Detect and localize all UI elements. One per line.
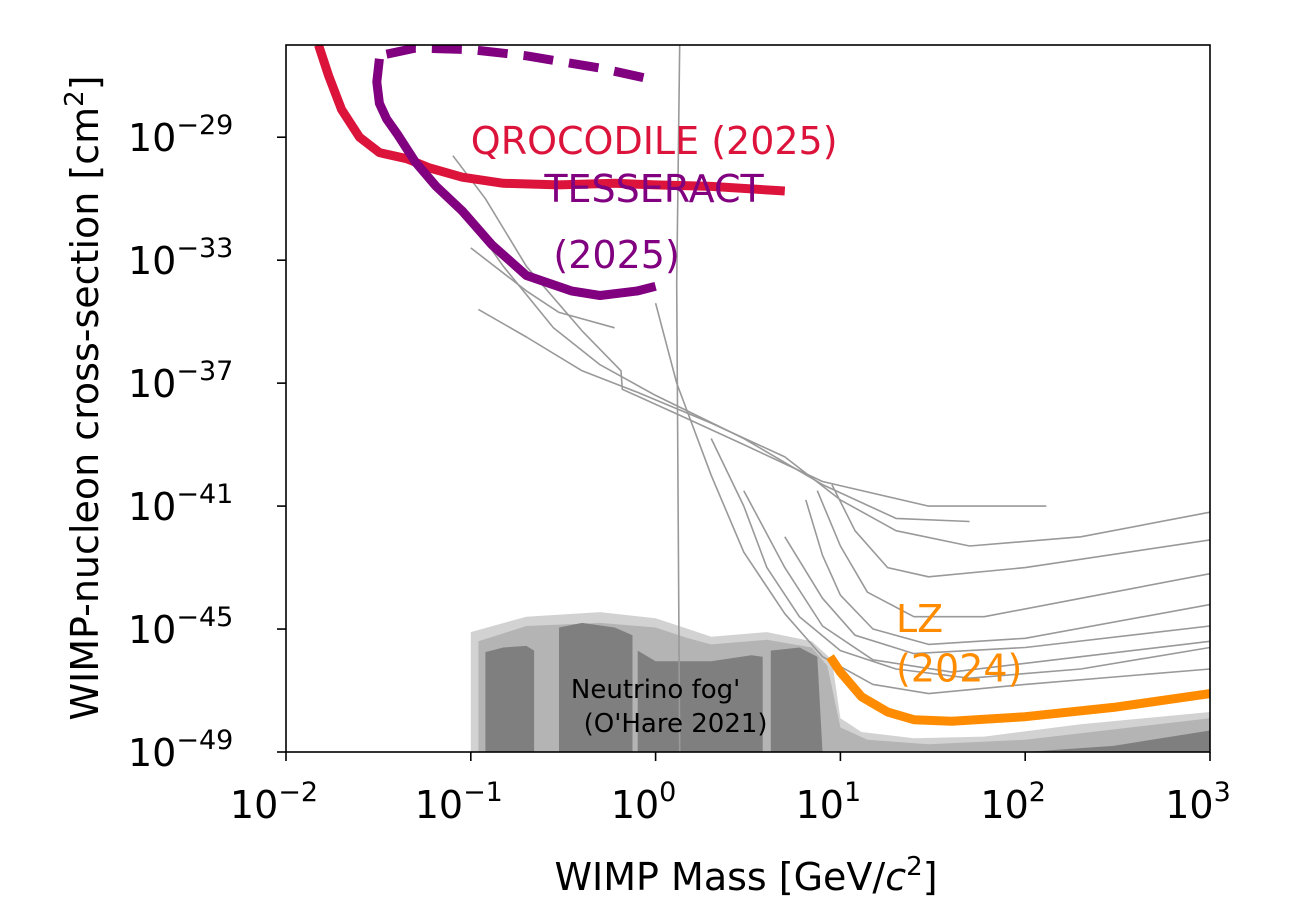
y-axis-ticks: 10−29 10−33 10−37 10−41 10−45 10−49 (128, 110, 286, 775)
neutrino-fog-dark-region-4 (1025, 730, 1210, 752)
neutrino-fog-dark-region-2 (637, 650, 763, 752)
y-tick-label-0: 10−29 (128, 110, 233, 160)
limit-curve-2 (470, 247, 615, 329)
y-tick-label-3: 10−41 (128, 479, 233, 529)
x-axis-ticks: 10−2 10−1 100 101 102 103 (230, 752, 1231, 827)
limit-curve-11 (831, 484, 1210, 578)
neutrino-fog-label-line2: (O'Hare 2021) (584, 709, 768, 739)
highlighted-limit-curves (314, 45, 1210, 726)
series-line-2 (385, 45, 657, 85)
neutrino-fog-label: Neutrino fog' (571, 675, 740, 705)
series-label-3: LZ (896, 597, 943, 641)
limit-curve-6 (710, 438, 1210, 679)
series-label-1-line2: (2025) (553, 233, 679, 277)
limit-curve-8 (784, 536, 1210, 655)
x-tick-label-1: 10−1 (415, 777, 503, 827)
neutrino-fog-dark-region-0 (485, 645, 535, 752)
limit-curve-5 (654, 302, 1210, 695)
curve-labels: QROCODILE (2025)TESSERACT (2025) LZ (2024) N… (471, 119, 1023, 739)
series-label-0: QROCODILE (2025) (471, 119, 838, 163)
neutrino-fog-dark-bands (485, 622, 1210, 752)
neutrino-fog-dark-region-3 (770, 647, 823, 752)
y-tick-label-5: 10−49 (128, 725, 233, 775)
neutrino-fog-dark-region-1 (559, 622, 633, 752)
y-tick-label-1: 10−33 (128, 233, 233, 283)
plot-frame (285, 44, 1211, 753)
series-line-3 (826, 654, 1210, 726)
x-tick-label-5: 103 (1165, 777, 1231, 827)
series-label-3-line2: (2024) (896, 646, 1022, 690)
x-tick-label-4: 102 (980, 777, 1046, 827)
limit-curve-4 (675, 45, 681, 752)
limit-curve-7 (743, 490, 1210, 673)
neutrino-fog-region (470, 612, 1210, 752)
series-label-1: TESSERACT (543, 167, 764, 211)
limit-curve-10 (816, 490, 1210, 618)
series-line-0 (314, 45, 786, 196)
limit-curve-1 (461, 207, 970, 523)
limit-curve-0 (452, 155, 1047, 507)
y-tick-label-4: 10−45 (128, 602, 233, 652)
limit-curve-9 (805, 499, 1210, 646)
x-axis-label: WIMP Mass [GeV/c2] (554, 852, 937, 899)
x-tick-label-3: 101 (796, 777, 862, 827)
y-axis-label: WIMP-nucleon cross-section [cm2] (60, 75, 107, 720)
y-tick-label-2: 10−37 (128, 356, 233, 406)
series-line-1 (372, 58, 657, 300)
limit-curve-3 (478, 308, 1210, 547)
x-tick-label-0: 10−2 (230, 777, 318, 827)
x-tick-label-2: 100 (611, 777, 677, 827)
other-experiment-limits (452, 45, 1210, 752)
